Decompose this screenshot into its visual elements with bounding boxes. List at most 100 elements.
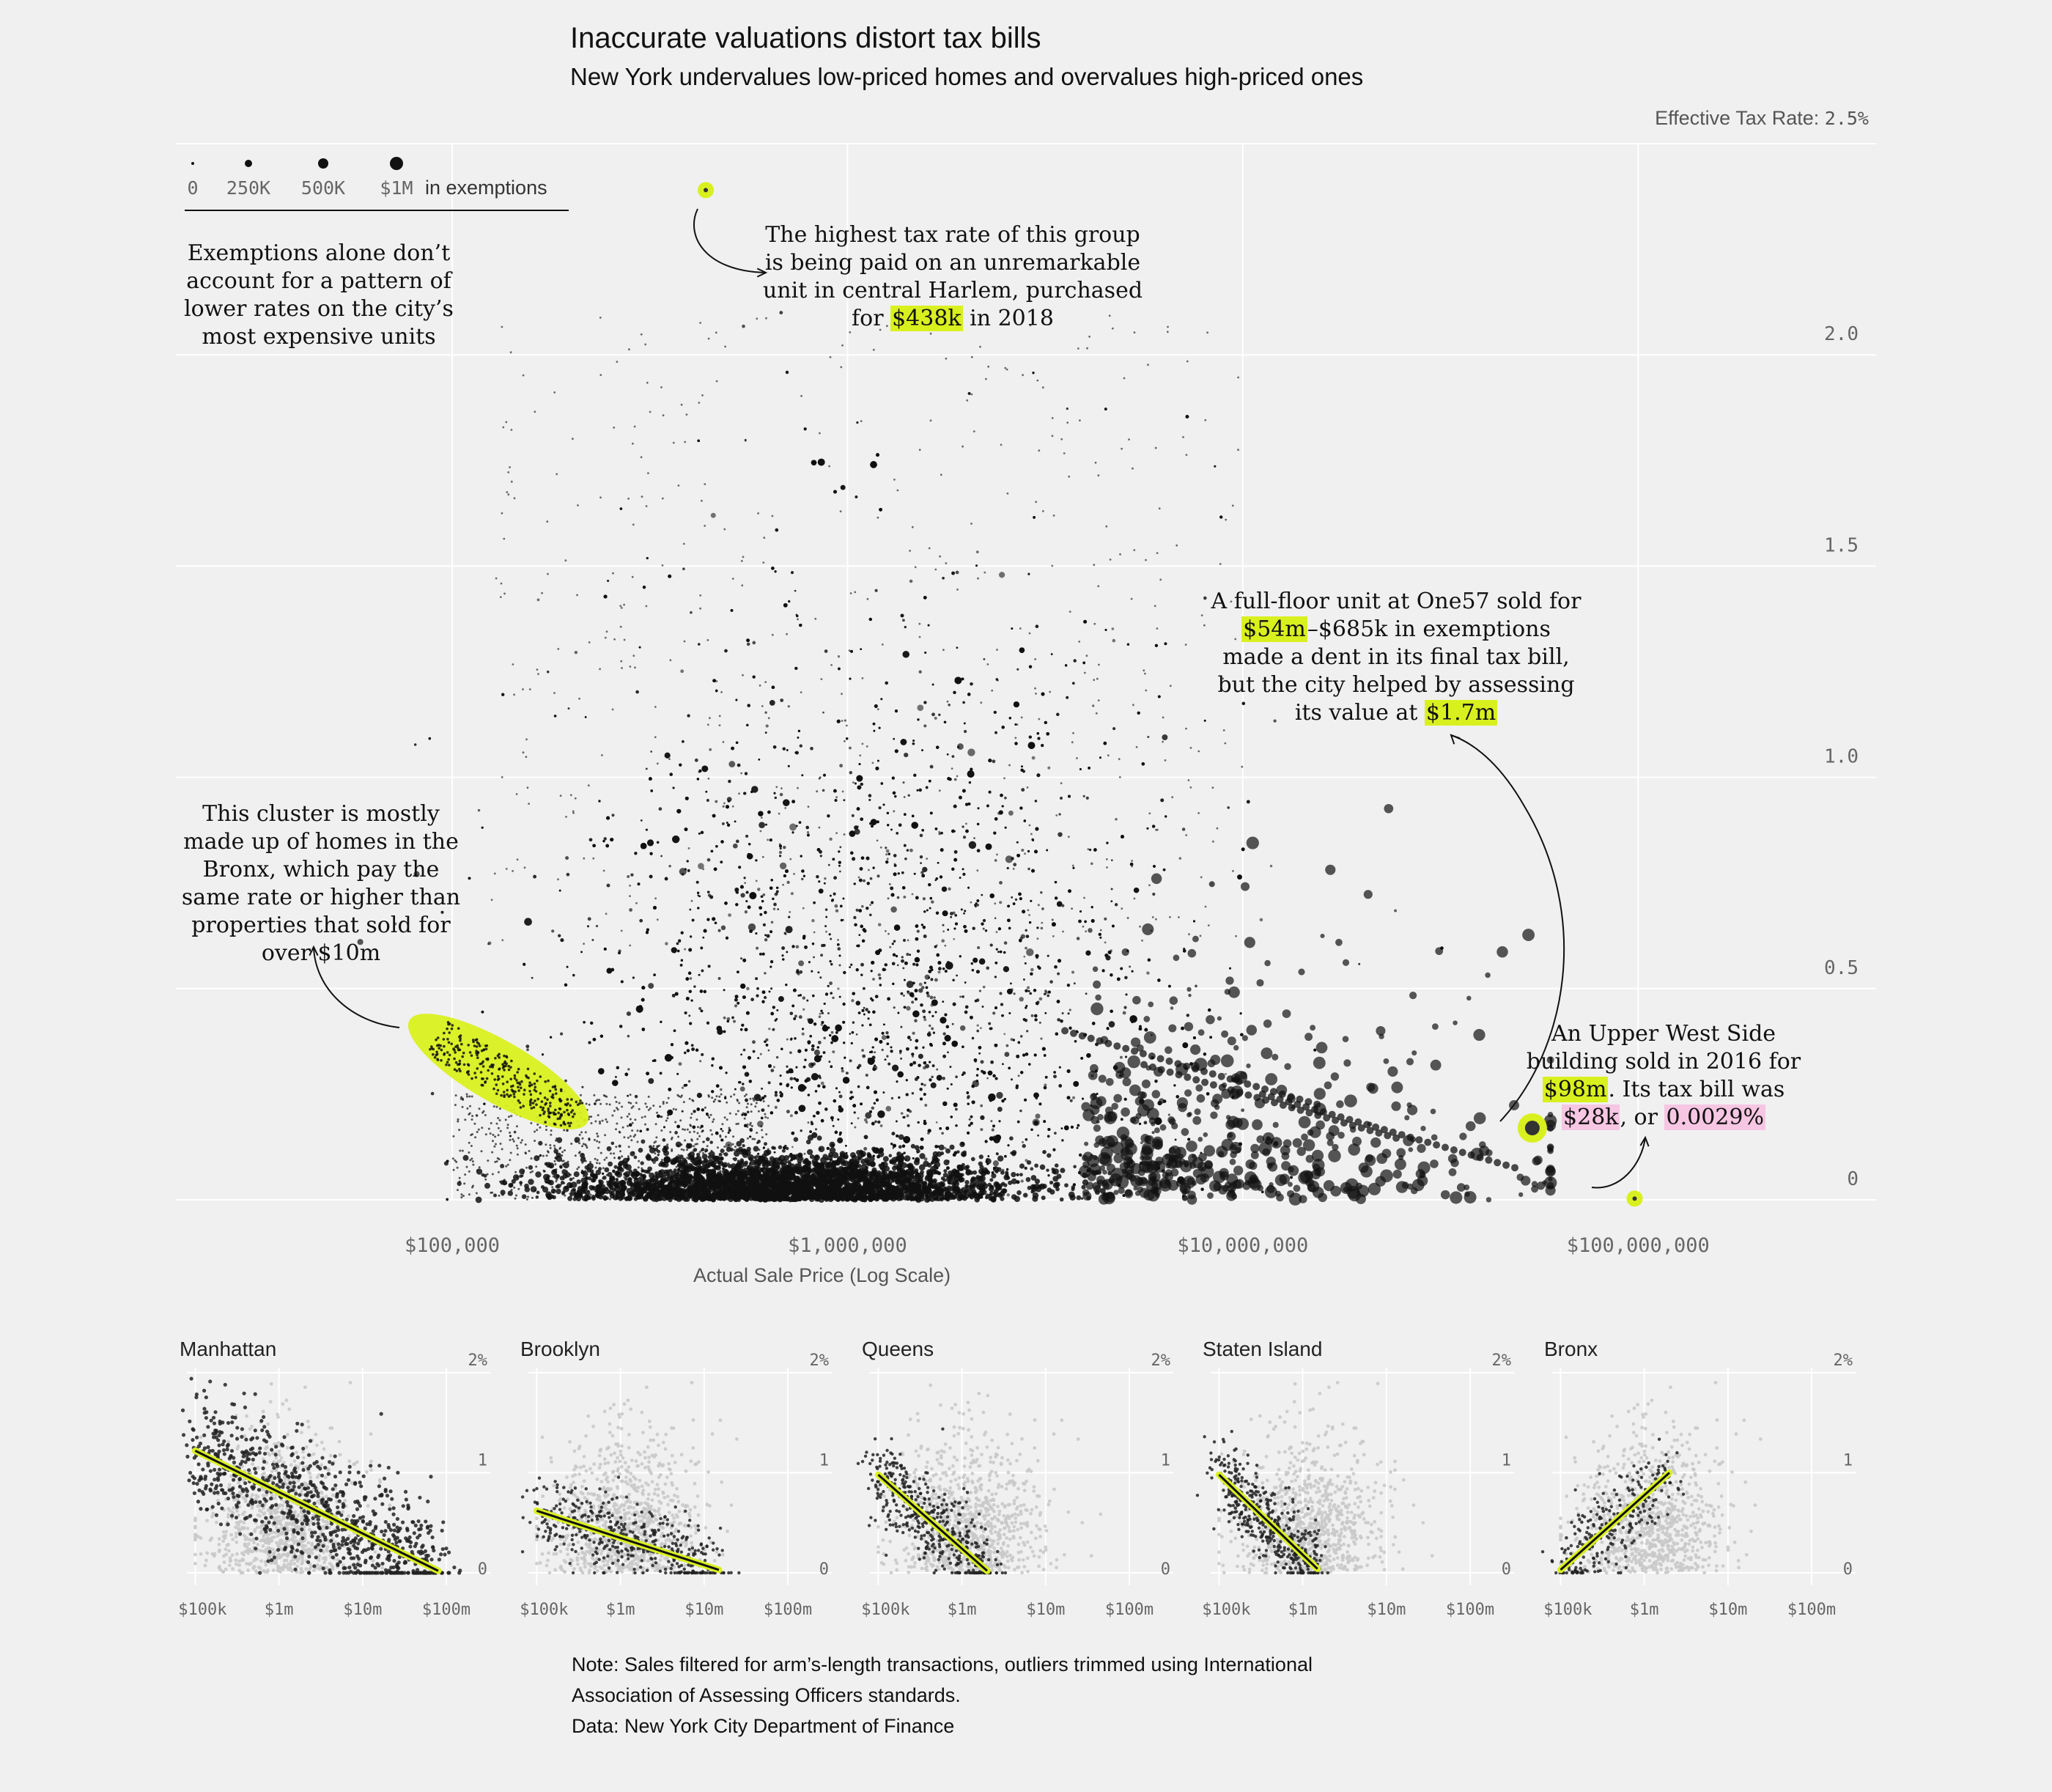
data-point: [813, 901, 816, 904]
data-point: [871, 1106, 875, 1110]
data-point: [723, 1016, 726, 1019]
data-point: [934, 1011, 937, 1014]
data-point: [1058, 813, 1061, 816]
data-point: [747, 853, 753, 860]
data-point: [761, 1108, 764, 1112]
data-point: [1078, 919, 1082, 923]
data-point: [1047, 1174, 1050, 1177]
data-point: [833, 490, 837, 494]
data-point: [851, 999, 855, 1003]
data-point: [1227, 806, 1230, 809]
data-point: [954, 676, 962, 685]
data-point: [861, 1009, 865, 1012]
data-point: [797, 737, 800, 739]
data-point: [588, 1041, 591, 1044]
data-point: [747, 1110, 750, 1113]
data-point: [737, 763, 741, 767]
data-point: [971, 1100, 975, 1105]
data-point: [1090, 919, 1095, 923]
data-point: [744, 1072, 750, 1077]
data-point: [993, 710, 997, 714]
data-point: [749, 929, 753, 933]
data-point: [844, 1056, 846, 1059]
data-point: [937, 861, 940, 864]
data-point: [887, 852, 890, 855]
data-point: [728, 761, 736, 768]
data-point: [974, 904, 977, 907]
data-point: [682, 567, 685, 570]
data-point: [1081, 1097, 1085, 1100]
data-point: [891, 776, 895, 780]
data-point: [920, 862, 922, 864]
data-point: [919, 1146, 924, 1150]
data-point: [944, 970, 948, 973]
data-point: [1054, 1132, 1057, 1135]
data-point: [839, 846, 842, 849]
data-point: [854, 782, 857, 785]
data-point: [1064, 664, 1068, 667]
data-point: [798, 960, 805, 967]
data-point: [1037, 904, 1040, 907]
data-point: [786, 1083, 789, 1088]
data-point: [1044, 1011, 1047, 1014]
data-point: [838, 964, 841, 967]
data-point: [697, 907, 700, 910]
data-point: [802, 1028, 805, 1030]
data-point: [781, 946, 786, 951]
data-point: [964, 929, 968, 933]
data-point: [481, 1010, 484, 1014]
data-point: [854, 923, 857, 926]
data-point: [1139, 1025, 1142, 1028]
data-point: [972, 926, 975, 930]
data-point: [1030, 1167, 1034, 1171]
data-point: [885, 853, 888, 856]
data-point: [871, 999, 874, 1002]
data-point: [906, 1047, 909, 1051]
data-point: [756, 987, 759, 990]
data-point: [952, 911, 956, 915]
data-point: [664, 877, 668, 881]
data-point: [836, 943, 840, 946]
data-point: [1033, 1120, 1038, 1126]
data-point: [728, 913, 732, 918]
data-point: [696, 1092, 702, 1099]
data-point: [906, 1114, 909, 1118]
data-point: [747, 905, 751, 910]
data-point: [867, 1010, 871, 1014]
data-point: [944, 1035, 951, 1041]
data-point: [856, 807, 860, 811]
data-point: [816, 875, 819, 879]
data-point: [786, 1110, 790, 1114]
data-point: [830, 1041, 833, 1044]
data-point: [1073, 982, 1076, 985]
data-point: [832, 1124, 835, 1127]
data-point: [942, 910, 948, 917]
data-point: [999, 880, 1003, 885]
data-point: [838, 870, 841, 873]
data-point: [713, 867, 717, 871]
data-point: [734, 1088, 737, 1091]
data-point: [928, 882, 931, 887]
data-point: [833, 1099, 836, 1103]
data-point: [863, 1013, 866, 1016]
data-point: [1240, 1033, 1244, 1036]
data-point: [1110, 973, 1113, 977]
data-point: [838, 995, 841, 998]
data-point: [895, 954, 898, 958]
data-point: [927, 624, 930, 627]
data-point: [734, 1004, 738, 1008]
data-point: [959, 1025, 966, 1031]
data-point: [1052, 1148, 1056, 1151]
data-point: [872, 722, 876, 726]
data-point: [865, 1073, 868, 1077]
data-point: [904, 961, 908, 965]
data-point: [894, 794, 897, 798]
data-point: [845, 737, 849, 740]
data-point: [973, 957, 978, 963]
data-point: [620, 980, 624, 984]
data-point: [1034, 800, 1038, 803]
data-point: [1016, 1054, 1020, 1058]
data-point: [764, 711, 767, 714]
data-point: [785, 984, 788, 987]
data-point: [888, 882, 891, 885]
